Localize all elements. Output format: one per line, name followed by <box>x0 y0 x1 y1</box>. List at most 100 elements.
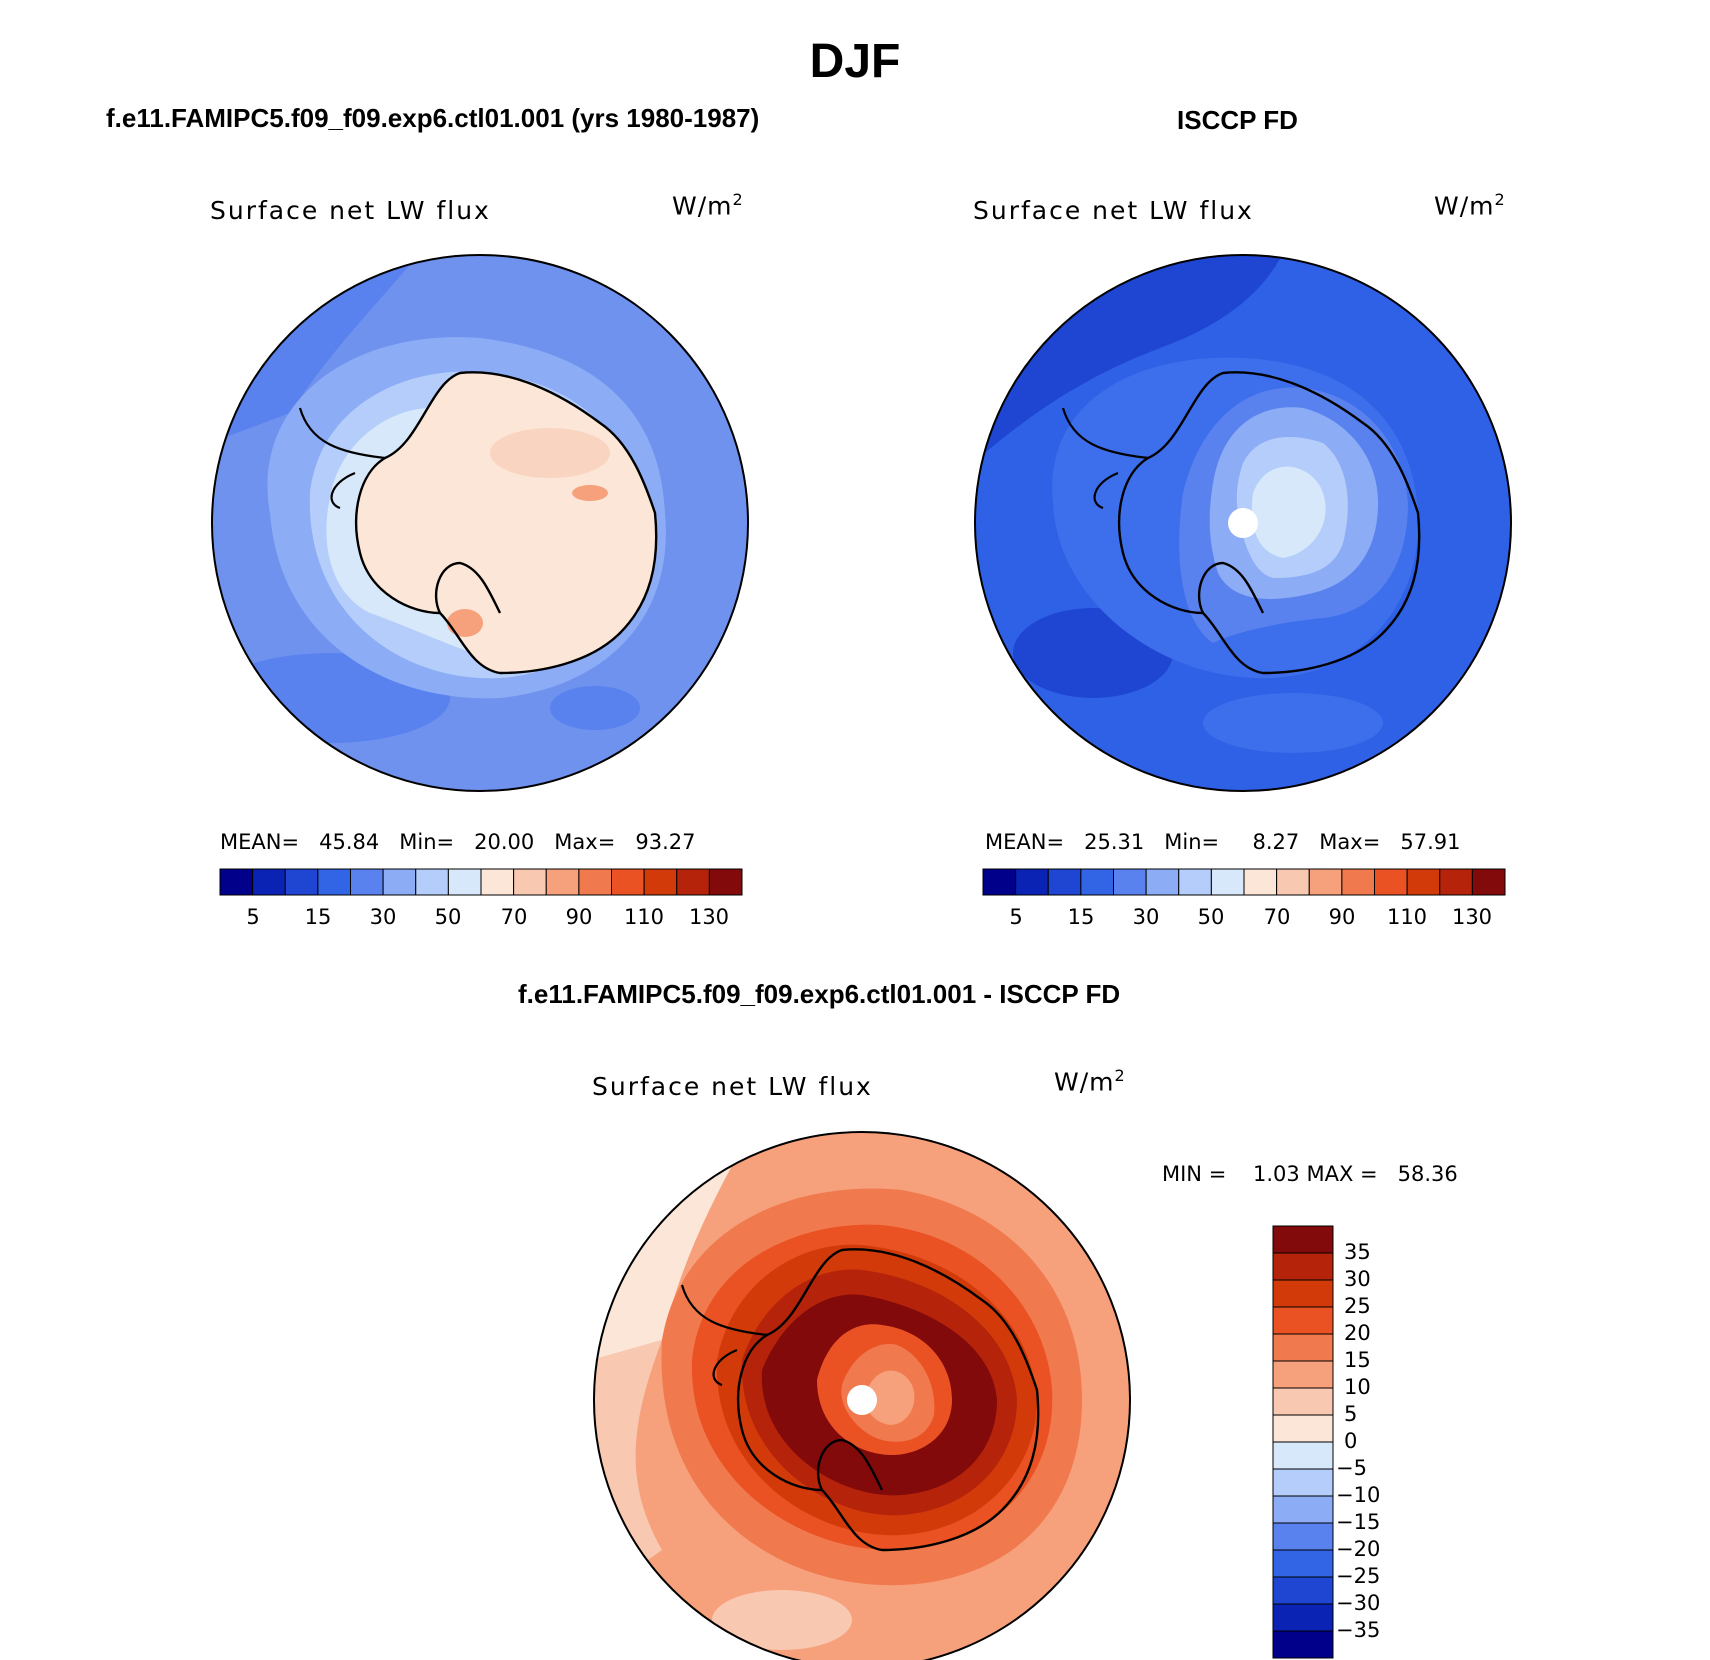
diff-tick: −35 <box>1336 1618 1381 1642</box>
obs-tick: 30 <box>1132 905 1160 929</box>
figure-title: DJF <box>809 35 901 88</box>
model-variable-label: Surface net LW flux <box>210 196 491 225</box>
diff-tick: −15 <box>1336 1510 1381 1534</box>
obs-colorbar <box>982 868 1506 896</box>
colorbar-swatch <box>611 868 645 896</box>
colorbar-swatch <box>1276 868 1310 896</box>
diff-max-value: 58.36 <box>1397 1162 1458 1186</box>
colorbar-swatch <box>252 868 286 896</box>
obs-max-value: 57.91 <box>1400 830 1461 854</box>
colorbar-swatch <box>1272 1495 1334 1524</box>
model-max-value: 93.27 <box>635 830 696 854</box>
colorbar-swatch <box>1272 1576 1334 1605</box>
diff-max-label: MAX = <box>1306 1162 1378 1186</box>
colorbar-swatch <box>1272 1279 1334 1308</box>
diff-tick: 10 <box>1344 1375 1371 1399</box>
model-mean-label: MEAN= <box>220 830 300 854</box>
diff-map-border <box>593 1131 1131 1660</box>
colorbar-swatch <box>317 868 351 896</box>
diff-tick: 20 <box>1344 1321 1371 1345</box>
colorbar-swatch <box>1272 1225 1334 1254</box>
model-map-border <box>211 254 749 792</box>
colorbar-swatch <box>447 868 482 896</box>
colorbar-swatch <box>382 868 417 896</box>
model-mean-value: 45.84 <box>319 830 380 854</box>
colorbar-swatch <box>545 868 580 896</box>
obs-tick: 70 <box>1263 905 1291 929</box>
obs-stats-line: MEAN= 25.31 Min= 8.27 Max= 57.91 <box>985 830 1460 854</box>
colorbar-swatch <box>578 868 612 896</box>
diff-tick: 15 <box>1344 1348 1371 1372</box>
colorbar-swatch <box>1406 868 1441 896</box>
obs-tick: 5 <box>1009 905 1023 929</box>
obs-coastline <box>1117 371 1421 675</box>
diff-tick: −5 <box>1336 1456 1367 1480</box>
diff-coastline <box>736 1248 1040 1552</box>
obs-units-label: W/m2 <box>1434 190 1506 221</box>
model-tick: 70 <box>500 905 528 929</box>
model-tick: 15 <box>304 905 332 929</box>
model-min-value: 20.00 <box>474 830 535 854</box>
colorbar-swatch <box>350 868 384 896</box>
diff-coastline-peninsula <box>680 1284 768 1387</box>
model-coastline-gulf <box>434 561 502 614</box>
obs-dataset-title: ISCCP FD <box>1177 105 1298 135</box>
diff-coastline-gulf <box>816 1438 884 1491</box>
diff-polar-map <box>593 1131 1131 1660</box>
model-coastline <box>354 371 658 675</box>
obs-tick: 50 <box>1197 905 1225 929</box>
model-tick: 130 <box>688 905 730 929</box>
colorbar-swatch <box>676 868 710 896</box>
model-interior-patch <box>490 428 610 478</box>
colorbar-swatch <box>1272 1360 1334 1389</box>
colorbar-swatch <box>1210 868 1245 896</box>
model-tick: 90 <box>565 905 593 929</box>
difference-title: f.e11.FAMIPC5.f09_f09.exp6.ctl01.001 - I… <box>518 979 1121 1009</box>
diff-min-value: 1.03 <box>1253 1162 1300 1186</box>
model-tick: 30 <box>369 905 397 929</box>
diff-tick: 5 <box>1344 1402 1358 1426</box>
obs-min-value: 8.27 <box>1252 830 1300 854</box>
obs-mean-value: 25.31 <box>1084 830 1145 854</box>
colorbar-swatch <box>1113 868 1147 896</box>
diff-tick: 35 <box>1344 1240 1371 1264</box>
obs-min-label: Min= <box>1164 830 1220 854</box>
obs-polar-map <box>974 254 1512 792</box>
colorbar-swatch <box>1272 1603 1334 1632</box>
model-tick: 50 <box>434 905 462 929</box>
model-colorbar <box>219 868 743 896</box>
model-tick: 110 <box>623 905 665 929</box>
colorbar-swatch <box>1308 868 1343 896</box>
obs-tick: 15 <box>1067 905 1095 929</box>
diff-stats-line: MIN = 1.03 MAX = 58.36 <box>1162 1162 1458 1186</box>
diff-tick: −10 <box>1336 1483 1381 1507</box>
colorbar-swatch <box>1471 868 1506 896</box>
obs-max-label: Max= <box>1319 830 1381 854</box>
colorbar-swatch <box>643 868 678 896</box>
obs-pole-gap <box>1228 508 1258 538</box>
obs-band-south <box>1203 693 1383 753</box>
model-polar-map <box>211 254 749 792</box>
colorbar-swatch <box>1272 1414 1334 1443</box>
model-coastline-peninsula <box>298 407 386 510</box>
diff-band-south <box>712 1590 852 1650</box>
diff-pole-gap <box>847 1385 877 1415</box>
obs-tick: 110 <box>1386 905 1428 929</box>
colorbar-swatch <box>1272 1549 1334 1578</box>
colorbar-swatch <box>219 868 254 896</box>
obs-mean-label: MEAN= <box>985 830 1065 854</box>
colorbar-swatch <box>1272 1252 1334 1281</box>
colorbar-swatch <box>1272 1387 1334 1416</box>
colorbar-swatch <box>1015 868 1049 896</box>
colorbar-swatch <box>1178 868 1212 896</box>
model-case-title: f.e11.FAMIPC5.f09_f09.exp6.ctl01.001 (yr… <box>106 103 760 133</box>
colorbar-swatch <box>708 868 743 896</box>
diff-tick: −25 <box>1336 1564 1381 1588</box>
colorbar-swatch <box>284 868 319 896</box>
model-stats-line: MEAN= 45.84 Min= 20.00 Max= 93.27 <box>220 830 695 854</box>
colorbar-swatch <box>513 868 547 896</box>
obs-tick: 90 <box>1328 905 1356 929</box>
colorbar-swatch <box>1272 1468 1334 1497</box>
colorbar-swatch <box>1080 868 1114 896</box>
colorbar-swatch <box>480 868 515 896</box>
